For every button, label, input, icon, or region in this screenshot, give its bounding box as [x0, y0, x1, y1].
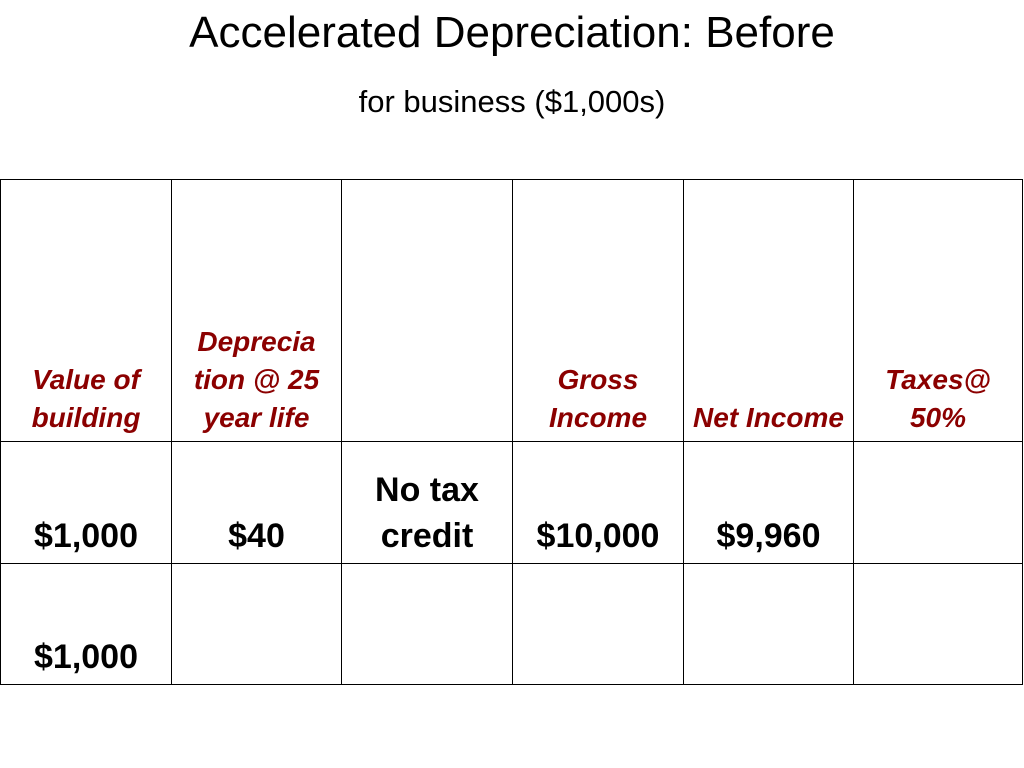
- cell-depreciation: [171, 563, 342, 685]
- header-empty: [341, 179, 513, 442]
- cell-value-of-building: $1,000: [0, 441, 172, 564]
- header-gross-income: Gross Income: [512, 179, 684, 442]
- table-header-row: Value of building Deprecia tion @ 25 yea…: [0, 179, 1023, 442]
- cell-depreciation: $40: [171, 441, 342, 564]
- cell-taxes: [853, 563, 1023, 685]
- table-row: $1,000 $40 No tax credit $10,000 $9,960: [0, 441, 1023, 564]
- cell-tax-credit: [341, 563, 513, 685]
- cell-gross-income: [512, 563, 684, 685]
- depreciation-table: Value of building Deprecia tion @ 25 yea…: [0, 179, 1023, 685]
- cell-net-income: [683, 563, 854, 685]
- cell-tax-credit: No tax credit: [341, 441, 513, 564]
- header-net-income: Net Income: [683, 179, 854, 442]
- cell-net-income: $9,960: [683, 441, 854, 564]
- slide-title: Accelerated Depreciation: Before: [189, 8, 835, 57]
- cell-taxes: [853, 441, 1023, 564]
- cell-value-of-building: $1,000: [0, 563, 172, 685]
- cell-gross-income: $10,000: [512, 441, 684, 564]
- header-depreciation: Deprecia tion @ 25 year life: [171, 179, 342, 442]
- slide-subtitle: for business ($1,000s): [358, 84, 666, 119]
- header-value-of-building: Value of building: [0, 179, 172, 442]
- table-row: $1,000: [0, 563, 1023, 685]
- header-taxes: Taxes@ 50%: [853, 179, 1023, 442]
